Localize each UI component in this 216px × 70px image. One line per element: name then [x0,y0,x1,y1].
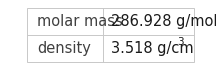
Text: molar mass: molar mass [37,14,123,29]
Text: 3.518 g/cm: 3.518 g/cm [111,41,193,56]
Text: 3: 3 [177,37,183,47]
Text: density: density [37,41,91,56]
Text: 286.928 g/mol: 286.928 g/mol [111,14,216,29]
